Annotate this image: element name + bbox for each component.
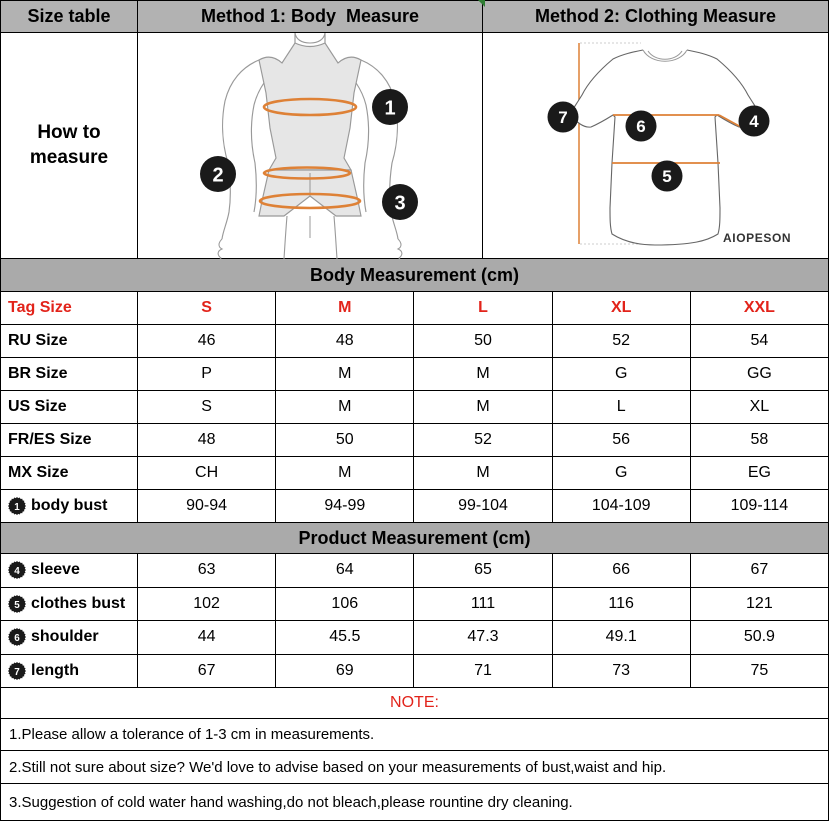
svg-text:6: 6 — [636, 117, 645, 136]
svg-text:7: 7 — [558, 108, 567, 127]
svg-text:1: 1 — [14, 502, 20, 513]
svg-text:3: 3 — [394, 193, 405, 215]
svg-text:7: 7 — [14, 667, 20, 678]
svg-text:5: 5 — [662, 167, 671, 186]
svg-text:5: 5 — [14, 600, 20, 611]
svg-text:AIOPESON: AIOPESON — [723, 231, 791, 245]
svg-text:2: 2 — [212, 165, 223, 187]
svg-text:4: 4 — [14, 566, 20, 577]
svg-text:4: 4 — [749, 112, 759, 131]
svg-text:1: 1 — [384, 98, 395, 120]
svg-text:6: 6 — [14, 633, 20, 644]
